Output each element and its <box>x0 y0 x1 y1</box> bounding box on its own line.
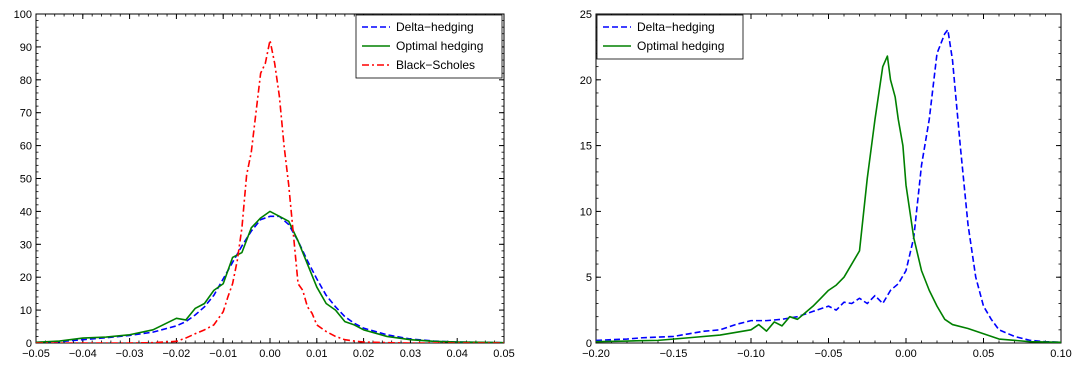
legend-label: Optimal hedging <box>637 39 724 53</box>
x-tick-label: −0.10 <box>737 348 765 360</box>
x-tick-label: 0.04 <box>446 348 467 360</box>
y-tick-label: 15 <box>580 141 592 153</box>
x-tick-label: 0.02 <box>353 348 374 360</box>
series-line-black-scholes <box>36 39 504 343</box>
y-tick-label: 60 <box>20 141 32 153</box>
x-tick-label: −0.01 <box>209 348 237 360</box>
legend-label: Delta−hedging <box>637 20 715 34</box>
y-tick-label: 20 <box>580 75 592 87</box>
x-tick-label: −0.20 <box>582 348 610 360</box>
y-tick-label: 30 <box>20 239 32 251</box>
right-chart-panel: −0.20 −0.15 −0.10 −0.05 0.00 0.05 0.10 0 5 10 15 20… <box>580 9 1072 360</box>
x-tick-label: −0.04 <box>69 348 97 360</box>
legend-label: Optimal hedging <box>396 39 483 53</box>
x-tick-label: −0.15 <box>660 348 688 360</box>
plot-frame <box>595 13 1062 344</box>
y-tick-label: 90 <box>20 42 32 54</box>
legend-label: Delta−hedging <box>396 20 474 34</box>
x-tick-label: 0.01 <box>306 348 327 360</box>
series-line-delta-hedging <box>596 28 1061 343</box>
series-line-optimal-hedging <box>596 55 1061 343</box>
x-tick-label: 0.05 <box>973 348 994 360</box>
y-tick-label: 100 <box>14 9 32 21</box>
y-tick-label: 25 <box>580 9 592 21</box>
y-tick-label: 10 <box>20 305 32 317</box>
left-chart-panel: −0.05 −0.04 −0.03 −0.02 −0.01 0.00 0.01 0.02 0.0… <box>14 9 515 360</box>
x-tick-label: 0.03 <box>400 348 421 360</box>
series-line-optimal-hedging <box>36 210 504 343</box>
y-tick-label: 40 <box>20 206 32 218</box>
y-tick-label: 0 <box>586 338 592 350</box>
x-tick-label: 0.10 <box>1050 348 1071 360</box>
x-tick-label: −0.05 <box>22 348 50 360</box>
y-tick-label: 20 <box>20 272 32 284</box>
series-line-delta-hedging <box>36 215 504 343</box>
x-tick-label: −0.02 <box>162 348 190 360</box>
y-tick-label: 70 <box>20 108 32 120</box>
x-tick-label: −0.03 <box>116 348 144 360</box>
y-tick-label: 0 <box>26 338 32 350</box>
x-tick-label: −0.05 <box>815 348 843 360</box>
legend-box <box>596 14 744 60</box>
y-tick-label: 5 <box>586 272 592 284</box>
y-tick-label: 80 <box>20 75 32 87</box>
legend-label: Black−Scholes <box>396 58 475 72</box>
x-tick-label: 0.00 <box>895 348 916 360</box>
x-tick-label: 0.00 <box>259 348 280 360</box>
y-tick-label: 50 <box>20 174 32 186</box>
x-tick-label: 0.05 <box>493 348 514 360</box>
y-tick-label: 10 <box>580 206 592 218</box>
